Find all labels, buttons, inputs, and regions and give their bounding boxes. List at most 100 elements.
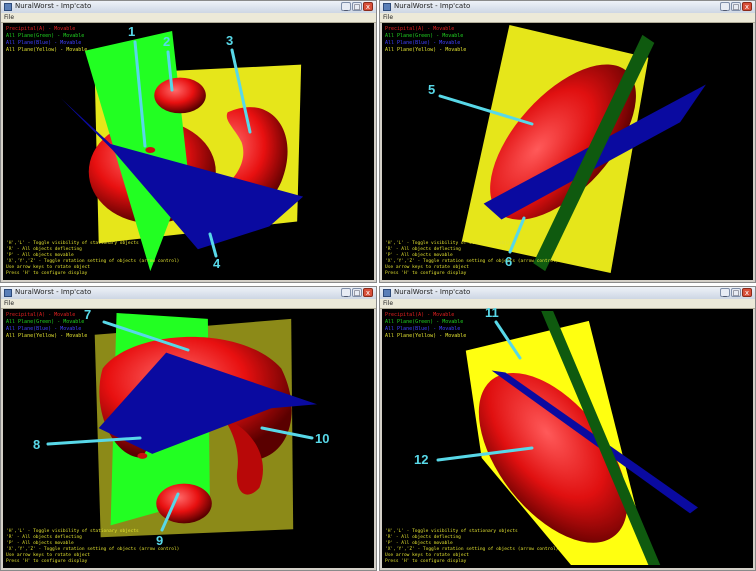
3d-scene	[94, 312, 318, 538]
maximize-button[interactable]: □	[731, 288, 741, 297]
legend-item: All Plane(Yellow) - Movable	[385, 333, 467, 339]
legend-item: All Plane(Green) - Movable	[6, 33, 85, 39]
close-button[interactable]: x	[742, 288, 752, 297]
callout-label-8: 8	[33, 437, 41, 452]
3d-scene	[461, 24, 706, 274]
legend-item: All Plane(Green) - Movable	[385, 33, 464, 39]
minimize-button[interactable]: _	[341, 2, 351, 11]
help-line: 'X','Y','Z' - Toggle rotation setting of…	[385, 259, 559, 264]
help-line: 'R' - All objects deflecting	[6, 247, 82, 252]
help-line: 'P' - All objects movable	[385, 541, 453, 546]
red-object-small	[137, 452, 148, 459]
legend-item: Precipital(A) - Movable	[385, 312, 455, 318]
legend: Precipital(A) - Movable All Plane(Green)…	[385, 26, 466, 54]
legend-item: Precipital(A) - Movable	[385, 26, 455, 32]
help-line: 'X','Y','Z' - Toggle rotation setting of…	[6, 547, 180, 552]
close-button[interactable]: x	[742, 2, 752, 11]
red-object-blob	[154, 77, 206, 114]
help-line: Use arrow keys to rotate object	[6, 265, 90, 270]
legend-item: All Plane(Blue) - Movable	[6, 40, 82, 46]
render-window-4: NuralWorst - Imp'cato _ □ x File Precipi…	[379, 286, 756, 571]
green-plane	[541, 310, 661, 566]
callout-label-6: 6	[505, 254, 513, 269]
callout-label-12: 12	[414, 452, 429, 467]
help-line: 'H','L' - Toggle visibility of stationar…	[6, 241, 139, 246]
3d-viewport[interactable]: Precipital(A) - Movable All Plane(Green)…	[382, 23, 753, 280]
help-line: Press 'H' to configure display	[385, 559, 467, 564]
help-text: 'H','L' - Toggle visibility of stationar…	[385, 241, 558, 277]
help-line: 'R' - All objects deflecting	[6, 535, 82, 540]
help-line: 'R' - All objects deflecting	[385, 535, 461, 540]
help-line: 'P' - All objects movable	[385, 253, 453, 258]
close-button[interactable]: x	[363, 2, 373, 11]
legend-item: All Plane(Yellow) - Movable	[6, 47, 88, 53]
help-line: 'P' - All objects movable	[6, 541, 74, 546]
render-window-2: NuralWorst - Imp'cato _ □ x File Precipi…	[379, 0, 756, 283]
help-line: Press 'H' to configure display	[6, 559, 88, 564]
window-title: NuralWorst - Imp'cato	[394, 2, 471, 10]
legend: Precipital(A) - Movable All Plane(Green)…	[6, 312, 87, 340]
app-icon	[383, 3, 391, 11]
app-icon	[4, 289, 12, 297]
red-object-blob	[156, 483, 212, 524]
legend-item: All Plane(Green) - Movable	[385, 319, 464, 325]
help-line: 'P' - All objects movable	[6, 253, 74, 258]
3d-viewport[interactable]: Precipital(A) - Movable All Plane(Green)…	[3, 23, 374, 280]
help-line: Use arrow keys to rotate object	[385, 553, 469, 558]
maximize-button[interactable]: □	[731, 2, 741, 11]
blue-plane	[98, 352, 318, 454]
help-line: 'X','Y','Z' - Toggle rotation setting of…	[385, 547, 559, 552]
help-line: Press 'H' to configure display	[6, 271, 88, 276]
callout-label-4: 4	[213, 256, 221, 271]
minimize-button[interactable]: _	[720, 2, 730, 11]
menu-bar: File	[1, 13, 376, 23]
callout-label-11: 11	[485, 305, 499, 320]
3d-scene	[60, 30, 304, 272]
menu-bar: File	[380, 299, 755, 309]
help-line: Use arrow keys to rotate object	[385, 265, 469, 270]
legend-item: All Plane(Yellow) - Movable	[6, 333, 88, 339]
maximize-button[interactable]: □	[352, 288, 362, 297]
callout-label-3: 3	[226, 33, 234, 48]
help-line: 'H','L' - Toggle visibility of stationar…	[385, 529, 518, 534]
help-line: 'X','Y','Z' - Toggle rotation setting of…	[6, 259, 180, 264]
maximize-button[interactable]: □	[352, 2, 362, 11]
legend-item: All Plane(Blue) - Movable	[6, 326, 82, 332]
legend-item: All Plane(Blue) - Movable	[385, 40, 461, 46]
app-icon	[4, 3, 12, 11]
help-line: Use arrow keys to rotate object	[6, 553, 90, 558]
3d-scene	[465, 310, 698, 566]
menu-file[interactable]: File	[4, 300, 15, 307]
help-text: 'H','L' - Toggle visibility of stationar…	[6, 241, 179, 277]
render-window-1: NuralWorst - Imp'cato _ □ x File Precipi…	[0, 0, 377, 283]
minimize-button[interactable]: _	[341, 288, 351, 297]
legend-item: All Plane(Green) - Movable	[6, 319, 85, 325]
3d-viewport[interactable]: Precipital(A) - Movable All Plane(Green)…	[382, 309, 753, 568]
menu-bar: File	[1, 299, 376, 309]
callout-label-1: 1	[128, 24, 136, 39]
window-title: NuralWorst - Imp'cato	[394, 288, 471, 296]
legend-item: All Plane(Blue) - Movable	[385, 326, 461, 332]
menu-file[interactable]: File	[383, 14, 394, 21]
window-title: NuralWorst - Imp'cato	[15, 2, 92, 10]
app-icon	[383, 289, 391, 297]
legend: Precipital(A) - Movable All Plane(Green)…	[385, 312, 466, 340]
callout-label-10: 10	[315, 431, 330, 446]
legend: Precipital(A) - Movable All Plane(Green)…	[6, 26, 87, 54]
menu-bar: File	[380, 13, 755, 23]
legend-item: Precipital(A) - Movable	[6, 26, 76, 32]
title-bar: NuralWorst - Imp'cato _ □ x	[380, 287, 755, 300]
legend-item: Precipital(A) - Movable	[6, 312, 76, 318]
red-object-small	[145, 147, 156, 153]
menu-file[interactable]: File	[4, 14, 15, 21]
red-object-tail	[223, 418, 263, 495]
green-plane	[533, 34, 655, 272]
callout-label-5: 5	[428, 82, 436, 97]
red-object-ellipsoid	[478, 372, 628, 543]
close-button[interactable]: x	[363, 288, 373, 297]
minimize-button[interactable]: _	[720, 288, 730, 297]
menu-file[interactable]: File	[383, 300, 394, 307]
help-text: 'H','L' - Toggle visibility of stationar…	[6, 529, 179, 565]
help-line: 'H','L' - Toggle visibility of stationar…	[6, 529, 139, 534]
callout-label-7: 7	[84, 307, 92, 322]
